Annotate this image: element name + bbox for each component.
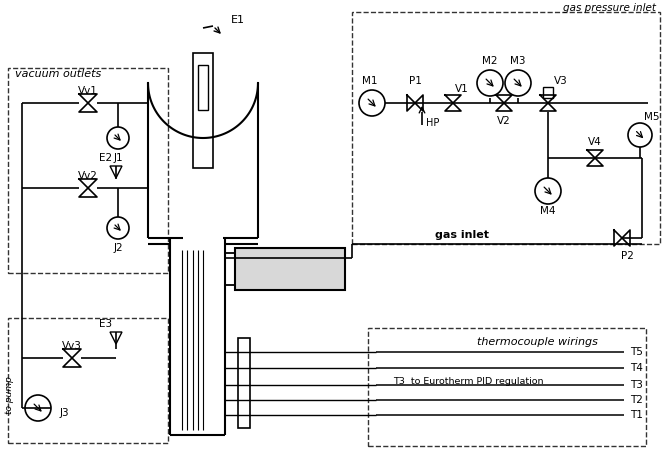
Text: thermocouple wirings: thermocouple wirings — [477, 337, 598, 347]
Text: V2: V2 — [497, 116, 511, 126]
Bar — [8, 318, 168, 443]
Text: M4: M4 — [540, 206, 556, 216]
Text: E2: E2 — [100, 153, 113, 163]
Text: to pump: to pump — [5, 376, 13, 414]
Text: gas inlet: gas inlet — [435, 230, 489, 240]
Bar — [198, 65, 208, 110]
Circle shape — [359, 90, 385, 116]
Text: M2: M2 — [482, 56, 498, 66]
Text: M5: M5 — [644, 112, 659, 122]
Text: T5: T5 — [629, 347, 643, 357]
Text: Vv3: Vv3 — [62, 341, 82, 351]
Circle shape — [107, 127, 129, 149]
Text: T3: T3 — [629, 380, 643, 390]
Text: V3: V3 — [554, 76, 568, 86]
Text: J3: J3 — [60, 408, 70, 418]
Bar — [193, 53, 213, 168]
Text: E1: E1 — [231, 15, 245, 25]
Circle shape — [628, 123, 652, 147]
Text: T4: T4 — [629, 363, 643, 373]
Text: T1: T1 — [629, 410, 643, 420]
Text: V1: V1 — [455, 84, 469, 94]
Text: J2: J2 — [113, 243, 123, 253]
Circle shape — [535, 178, 561, 204]
Circle shape — [107, 217, 129, 239]
Text: V4: V4 — [588, 137, 602, 147]
Text: E3: E3 — [100, 319, 113, 329]
Circle shape — [477, 70, 503, 96]
Bar — [543, 87, 553, 98]
Circle shape — [505, 70, 531, 96]
Text: Vv2: Vv2 — [78, 171, 98, 181]
Bar — [238, 338, 250, 428]
Text: P1: P1 — [408, 76, 422, 86]
Text: P2: P2 — [621, 251, 633, 261]
Bar — [352, 12, 660, 244]
Text: T3  to Eurotherm PID regulation: T3 to Eurotherm PID regulation — [392, 377, 543, 387]
Text: M1: M1 — [363, 76, 378, 86]
Text: J1: J1 — [113, 153, 123, 163]
Text: Vv1: Vv1 — [78, 86, 98, 96]
Text: vacuum outlets: vacuum outlets — [15, 69, 101, 79]
Text: T2: T2 — [629, 395, 643, 405]
Bar — [368, 328, 646, 446]
Text: gas pressure inlet: gas pressure inlet — [563, 3, 656, 13]
Circle shape — [25, 395, 51, 421]
Text: M3: M3 — [510, 56, 526, 66]
Text: HP: HP — [426, 118, 440, 128]
Bar — [8, 68, 168, 273]
Bar — [235, 248, 345, 290]
